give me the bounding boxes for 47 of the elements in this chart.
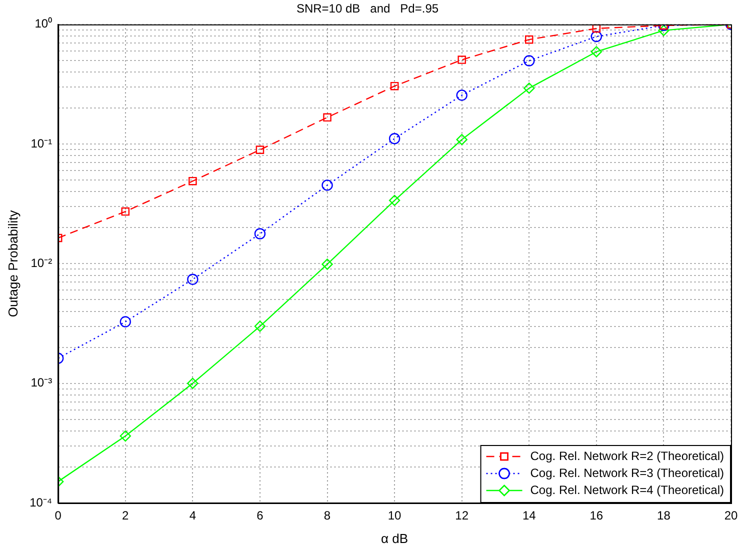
point <box>322 180 333 191</box>
x-tick-label: 12 <box>455 508 469 523</box>
x-tick-label: 14 <box>522 508 536 523</box>
y-tick-label: 10⁻³ <box>30 376 52 390</box>
point <box>590 30 602 42</box>
point <box>388 133 400 144</box>
point <box>256 146 264 154</box>
point <box>390 82 399 90</box>
point <box>456 90 468 101</box>
point <box>592 24 601 33</box>
point <box>590 46 602 58</box>
point <box>188 176 197 186</box>
x-tick-label: 4 <box>189 508 196 523</box>
x-tick-label: 8 <box>324 508 331 523</box>
x-tick-label: 0 <box>54 508 62 523</box>
y-tick-label: 10⁰ <box>34 16 52 31</box>
x-tick-label: 16 <box>590 508 604 523</box>
point <box>120 316 131 328</box>
point <box>524 55 535 66</box>
x-tick-label: 2 <box>122 508 130 523</box>
point <box>323 113 332 122</box>
y-tick-label: 10⁻¹ <box>30 136 52 150</box>
point <box>456 134 468 146</box>
point <box>121 207 130 216</box>
point <box>524 82 535 94</box>
x-tick-label: 10 <box>388 508 402 523</box>
point <box>524 35 534 44</box>
point <box>120 430 131 442</box>
point <box>187 274 198 285</box>
y-tick-label: 10⁻² <box>30 256 52 270</box>
x-tick-label: 6 <box>256 508 264 523</box>
point <box>658 24 670 36</box>
legend-label: Cog. Rel. Network R=4 (Theoretical) <box>530 482 724 497</box>
point <box>458 56 466 64</box>
point <box>388 194 400 206</box>
y-tick-label: 10⁻⁴ <box>30 495 52 510</box>
legend-label: Cog. Rel. Network R=3 (Theoretical) <box>530 466 724 480</box>
point <box>187 378 198 389</box>
legend-label: Cog. Rel. Network R=2 (Theoretical) <box>530 448 724 463</box>
x-tick-label: 20 <box>724 508 738 523</box>
point <box>254 320 266 332</box>
point <box>254 228 266 240</box>
point <box>322 258 333 270</box>
x-tick-label: 18 <box>657 508 671 523</box>
y-axis-title: Outage Probability <box>5 210 20 318</box>
chart-title: SNR=10 dB and Pd=.95 <box>296 2 439 16</box>
x-axis-title: α dB <box>381 530 408 546</box>
